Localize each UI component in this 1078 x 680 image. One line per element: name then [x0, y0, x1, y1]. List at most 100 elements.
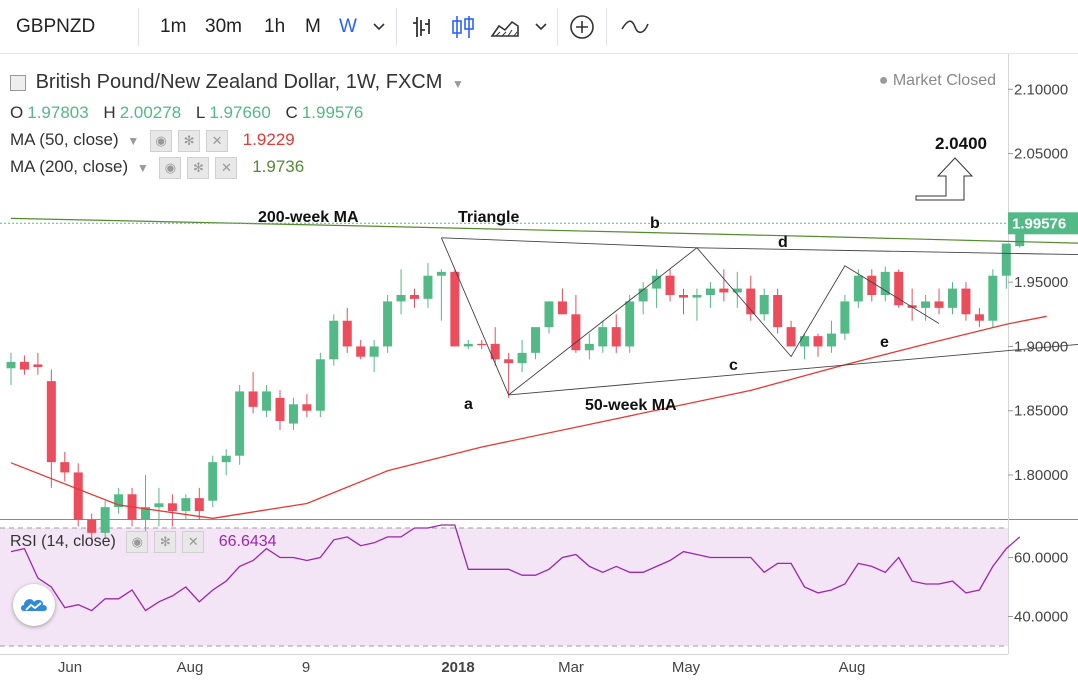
candle-body	[746, 288, 756, 315]
candle	[531, 327, 541, 360]
candle-body	[759, 295, 769, 315]
candle	[410, 288, 419, 308]
last-price-label: 1.99576	[1012, 215, 1066, 232]
candle	[880, 266, 890, 302]
candle	[450, 269, 460, 347]
candle-body	[679, 295, 688, 298]
eye-icon[interactable]: ◉	[126, 531, 149, 553]
candle	[1001, 243, 1011, 289]
candle	[60, 451, 70, 482]
low-value: 1.97660	[209, 103, 271, 122]
candlestick-icon[interactable]	[450, 14, 476, 40]
close-icon[interactable]: ✕	[215, 157, 238, 179]
candle	[840, 295, 850, 340]
candle-body	[826, 333, 836, 347]
price-tick-label: 1.80000	[1014, 467, 1068, 484]
candle	[194, 487, 204, 520]
candle-body	[302, 404, 312, 411]
candle	[826, 320, 836, 353]
candle-body	[961, 288, 971, 315]
candle-body	[719, 288, 729, 293]
candle	[356, 340, 366, 360]
candle	[517, 340, 527, 373]
area-chart-icon[interactable]	[490, 14, 520, 40]
bar-chart-icon[interactable]	[410, 14, 436, 40]
candle-body	[692, 295, 702, 298]
interval-week[interactable]: W	[339, 16, 357, 37]
candle-body	[383, 301, 393, 347]
candle	[988, 269, 998, 328]
candle-body	[154, 503, 164, 508]
time-tick-label: Mar	[558, 659, 584, 676]
ma200-line	[10, 217, 1078, 244]
chevron-down-icon[interactable]: ▼	[451, 77, 464, 91]
candle	[652, 269, 662, 308]
ma200-legend[interactable]: MA (200, close) ▼ ◉ ✻ ✕ 1.9736	[10, 157, 308, 179]
chevron-down-icon[interactable]	[532, 14, 550, 40]
candle-body	[423, 275, 433, 299]
rsi-tick-label: 40.0000	[1014, 609, 1068, 626]
eye-icon[interactable]: ◉	[159, 157, 182, 179]
eye-icon[interactable]: ◉	[150, 130, 173, 152]
rsi-line	[10, 524, 1021, 612]
candle	[705, 282, 715, 308]
candle	[490, 327, 500, 366]
candle	[167, 494, 177, 527]
close-icon[interactable]: ✕	[206, 130, 229, 152]
candle-body	[705, 288, 715, 295]
interval-month[interactable]: M	[305, 16, 321, 37]
gear-icon[interactable]: ✻	[187, 157, 210, 179]
chevron-down-icon[interactable]: ▼	[136, 161, 149, 176]
price-axis: 2.100002.050002.000001.950001.900001.850…	[1008, 81, 1068, 484]
candle	[746, 275, 756, 321]
gear-icon[interactable]: ✻	[178, 130, 201, 152]
chart-title: British Pound/New Zealand Dollar, 1W, FX…	[35, 71, 443, 93]
annotations: 200-week MA Triangle 50-week MA 2.0400	[258, 134, 987, 414]
interval-30m[interactable]: 30m	[205, 16, 242, 37]
add-indicator-icon[interactable]	[568, 14, 596, 42]
ma50-legend[interactable]: MA (50, close) ▼ ◉ ✻ ✕ 1.9229	[10, 130, 299, 152]
top-toolbar: GBPNZD 1m 30m 1h M W	[0, 0, 1078, 54]
candle	[557, 288, 567, 315]
candle	[141, 475, 150, 540]
wave-abcde-line	[440, 237, 940, 396]
interval-1h[interactable]: 1h	[264, 16, 286, 37]
rsi-legend[interactable]: RSI (14, close) ◉ ✻ ✕ 66.6434	[10, 531, 281, 553]
candle	[759, 288, 769, 321]
candle	[853, 269, 863, 308]
candle-body	[410, 295, 419, 299]
price-tick-label: 1.85000	[1014, 403, 1068, 420]
candle	[638, 282, 648, 315]
rsi-axis: 60.0000 40.0000	[1008, 550, 1068, 626]
candle-body	[504, 359, 514, 364]
toolbar-divider	[606, 8, 607, 46]
candle-body	[436, 271, 446, 276]
open-value: 1.97803	[27, 103, 89, 122]
tradingview-logo-button[interactable]	[13, 584, 55, 626]
candle-body	[329, 320, 339, 360]
price-tick-label: 2.10000	[1014, 81, 1068, 98]
toolbar-divider	[557, 8, 558, 46]
annotation-200-week-ma: 200-week MA	[258, 209, 359, 226]
chevron-down-icon[interactable]	[370, 14, 388, 40]
candle	[665, 269, 675, 302]
interval-1m[interactable]: 1m	[160, 16, 187, 37]
candle	[275, 390, 285, 430]
candle-body	[181, 498, 191, 511]
time-tick-label: Jun	[58, 659, 82, 676]
rsi-tick-label: 60.0000	[1014, 550, 1068, 567]
candle	[921, 295, 931, 321]
candle	[342, 307, 352, 353]
candle-body	[450, 271, 460, 347]
chevron-down-icon[interactable]: ▼	[127, 134, 140, 149]
candle	[974, 307, 984, 328]
compare-icon[interactable]	[620, 14, 650, 40]
gear-icon[interactable]: ✻	[154, 531, 177, 553]
collapse-legend-icon[interactable]	[10, 74, 26, 91]
candle-body	[46, 381, 56, 463]
candle-body	[248, 391, 258, 407]
close-icon[interactable]: ✕	[182, 531, 205, 553]
symbol-search[interactable]: GBPNZD	[16, 16, 96, 37]
candle	[813, 333, 823, 357]
candle	[262, 385, 272, 418]
